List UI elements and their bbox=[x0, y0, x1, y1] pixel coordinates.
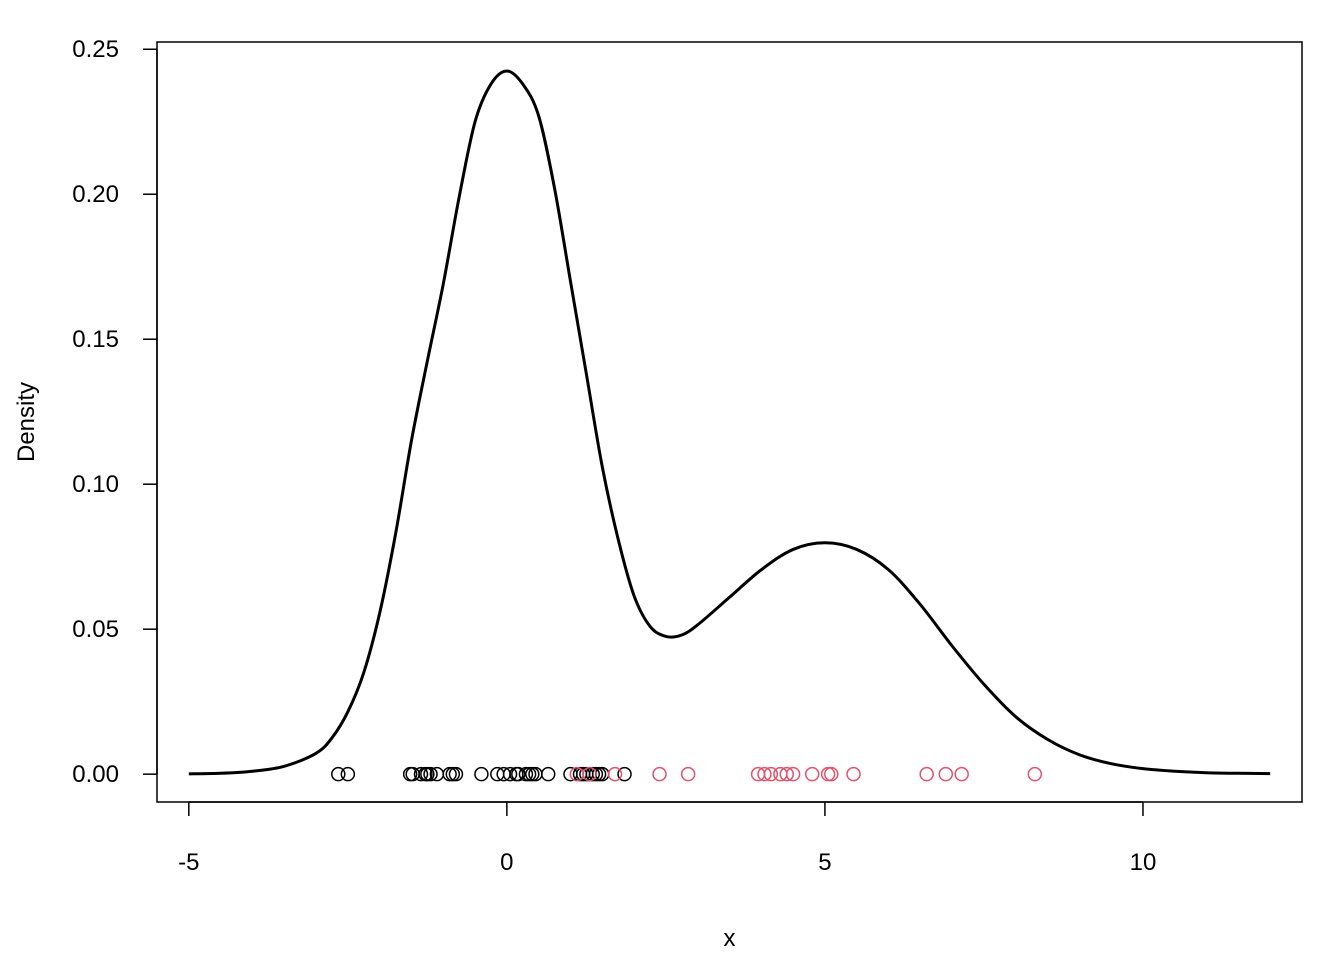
point-group-2 bbox=[824, 766, 839, 782]
y-tick-label: 0.15 bbox=[72, 326, 119, 353]
point-group-2 bbox=[652, 766, 667, 782]
plot-frame bbox=[156, 41, 1303, 803]
point-group-2 bbox=[680, 766, 696, 782]
y-tick-label: 0.25 bbox=[72, 36, 119, 63]
point-group-1 bbox=[502, 766, 518, 782]
y-axis: 0.00 0.05 0.10 0.15 0.20 0.25 bbox=[72, 36, 158, 788]
point-group-1 bbox=[423, 766, 438, 782]
y-axis-title: Density bbox=[13, 382, 40, 462]
x-axis: -5 0 5 10 bbox=[178, 801, 1157, 876]
point-group-2 bbox=[804, 766, 820, 782]
point-group-1 bbox=[413, 766, 429, 782]
point-group-2 bbox=[938, 766, 954, 782]
point-group-1 bbox=[511, 766, 526, 782]
point-group-2 bbox=[582, 766, 597, 782]
y-tick-label: 0.00 bbox=[72, 761, 119, 788]
point-group-1 bbox=[540, 766, 556, 782]
rug-points bbox=[331, 766, 1043, 782]
point-group-2 bbox=[763, 766, 779, 782]
point-group-2 bbox=[954, 766, 969, 782]
density-curve bbox=[188, 69, 1271, 776]
x-axis-title: x bbox=[724, 925, 736, 952]
point-group-1 bbox=[340, 766, 356, 782]
point-group-2 bbox=[1027, 766, 1043, 782]
point-group-2 bbox=[607, 766, 623, 782]
point-group-2 bbox=[785, 766, 801, 782]
point-group-2 bbox=[846, 766, 861, 782]
point-group-2 bbox=[779, 766, 794, 782]
y-tick-label: 0.20 bbox=[72, 181, 119, 208]
x-tick-label: 5 bbox=[818, 849, 831, 876]
point-group-2 bbox=[757, 766, 772, 782]
y-tick-label: 0.10 bbox=[72, 471, 119, 498]
y-tick-label: 0.05 bbox=[72, 616, 119, 643]
point-group-1 bbox=[448, 766, 464, 782]
point-group-2 bbox=[820, 766, 836, 782]
point-group-1 bbox=[331, 766, 346, 782]
x-tick-label: 0 bbox=[500, 849, 513, 876]
point-group-2 bbox=[919, 766, 934, 782]
point-group-1 bbox=[617, 766, 632, 782]
point-group-1 bbox=[445, 766, 461, 782]
point-group-1 bbox=[474, 766, 489, 782]
x-tick-label: 10 bbox=[1130, 849, 1157, 876]
x-tick-label: -5 bbox=[178, 849, 199, 876]
